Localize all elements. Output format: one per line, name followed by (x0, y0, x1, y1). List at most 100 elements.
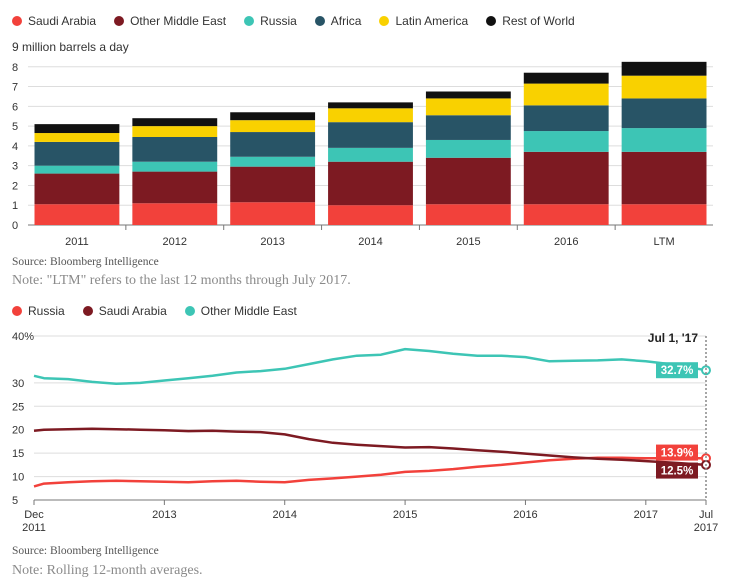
bar-segment (230, 202, 316, 225)
line-chart-legend-label: Other Middle East (200, 304, 297, 318)
bar-segment (425, 157, 511, 205)
bar-chart-y-tick-label: 0 (12, 220, 18, 232)
bar-chart-y-tick-label: 2 (12, 180, 18, 192)
line-chart-x-tick-label-year: 2011 (22, 522, 46, 534)
bar-segment (34, 173, 120, 205)
bar-segment (425, 98, 511, 116)
line-chart-note: Note: Rolling 12-month averages. (12, 563, 203, 578)
bar-chart-x-tick-label: 2013 (260, 236, 284, 248)
bar-segment (230, 112, 316, 121)
line-chart-y-tick-label: 5 (12, 495, 18, 507)
bar-chart-legend-label: Russia (260, 14, 297, 28)
bar-segment (523, 83, 609, 106)
bar-chart-x-tick-label: 2016 (554, 236, 578, 248)
bar-segment (328, 108, 413, 123)
bar-segment (132, 136, 218, 162)
bar-segment (328, 122, 413, 148)
bar-segment (523, 131, 609, 152)
bar-segment (523, 105, 609, 132)
line-end-label-box (656, 362, 698, 379)
bar-chart-y-tick-label: 5 (12, 121, 18, 133)
line-chart-y-tick-label: 25 (12, 401, 24, 413)
bar-segment (328, 147, 413, 162)
line-chart-legend-swatch (184, 306, 195, 316)
bar-chart-legend-swatch (314, 16, 325, 26)
line-end-label-box (656, 462, 698, 479)
line-end-label: 12.5% (661, 466, 694, 478)
bar-segment (328, 205, 413, 225)
line-chart-x-tick-label: 2016 (513, 509, 537, 521)
line-end-label-box (656, 444, 698, 461)
bar-segment (34, 165, 120, 174)
bar-chart-legend-swatch (244, 16, 255, 26)
line-series (33, 347, 707, 386)
line-chart-x-tick-label: 2017 (634, 509, 658, 521)
line-chart-legend-label: Saudi Arabia (98, 304, 167, 318)
bar-segment (230, 156, 316, 167)
line-chart-legend: Russia Saudi Arabia Other Middle East (12, 304, 315, 318)
bar-chart-x-tick-label: 2015 (456, 236, 480, 248)
line-chart-y-tick-label: 40% (12, 331, 34, 343)
bar-segment (523, 204, 609, 225)
bar-segment (425, 204, 511, 225)
stacked-bar-chart: 9 million barrels a day 0 1 2 3 4 5 6 7 8 2011 20… (12, 40, 713, 248)
bar-segment (621, 204, 707, 225)
line-chart-legend-label: Russia (28, 304, 65, 318)
bar-chart-note: Note: "LTM" refers to the last 12 months… (12, 273, 351, 288)
current-date-marker-label: Jul 1, '17 (648, 331, 699, 345)
bar-segment (132, 118, 218, 127)
bar-chart-legend-label: Saudi Arabia (28, 14, 97, 28)
bar-chart-legend-swatch (486, 16, 497, 26)
line-chart-x-tick-label-year: 2017 (694, 522, 718, 534)
line-series (33, 427, 707, 467)
bar-segment (34, 133, 120, 142)
line-chart-x-tick-label: 2014 (272, 509, 296, 521)
line-chart-x-tick-label: Dec (24, 509, 44, 521)
bar-segment (621, 75, 707, 99)
line-end-label: 13.9% (661, 448, 694, 460)
bar-chart-legend-label: Latin America (395, 14, 469, 28)
line-chart-source: Source: Bloomberg Intelligence (12, 545, 159, 557)
line-chart-legend-item: Russia (12, 304, 65, 318)
bar-segment (425, 91, 511, 99)
bar-chart-source: Source: Bloomberg Intelligence (12, 256, 159, 268)
bar-segment (328, 102, 413, 109)
bar-chart-x-tick-label: 2014 (358, 236, 382, 248)
bar-chart-x-tick-label: LTM (653, 236, 674, 248)
bar-chart-y-tick-label: 4 (12, 141, 18, 153)
line-end-label: 32.7% (661, 365, 694, 377)
line-chart-y-tick-label: 30 (12, 378, 24, 390)
bar-chart-legend-label: Africa (330, 14, 362, 28)
line-chart-y-tick-label: 10 (12, 472, 24, 484)
bar-chart-legend: Saudi Arabia Other Middle East Russia Afric… (12, 14, 593, 28)
bar-chart-legend-item: Saudi Arabia (12, 14, 96, 28)
bar-chart-x-tick-label: 2012 (163, 236, 187, 248)
bar-chart-y-tick-label: 6 (12, 101, 18, 113)
bar-chart-y-tick-label: 1 (12, 200, 18, 212)
bar-segment (132, 171, 218, 204)
bar-chart-legend-swatch (114, 16, 125, 26)
bar-segment (621, 98, 707, 129)
bar-chart-y-tick-label: 3 (12, 161, 18, 173)
bar-chart-legend-item: Latin America (379, 14, 468, 28)
bar-chart-legend-item: Africa (314, 14, 362, 28)
bar-segment (621, 61, 707, 76)
bar-chart-y-axis-label: 9 million barrels a day (12, 40, 129, 54)
bar-segment (230, 120, 316, 133)
line-chart-x-tick-label: 2015 (393, 509, 417, 521)
bar-chart-legend-label: Other Middle East (130, 14, 227, 28)
line-chart-legend-swatch (12, 306, 22, 316)
bar-segment (523, 72, 609, 84)
bar-segment (523, 151, 609, 205)
bar-segment (34, 141, 120, 166)
bar-segment (230, 166, 316, 203)
bar-segment (621, 128, 707, 152)
line-chart-legend-item: Other Middle East (184, 304, 297, 318)
line-chart-x-tick-label: Jul (699, 509, 713, 521)
line-end-point (701, 365, 711, 376)
bar-segment (328, 161, 413, 206)
bar-chart-x-tick-label: 2011 (65, 236, 89, 248)
bar-segment (132, 161, 218, 172)
line-chart-y-tick-label: 20 (12, 425, 24, 437)
